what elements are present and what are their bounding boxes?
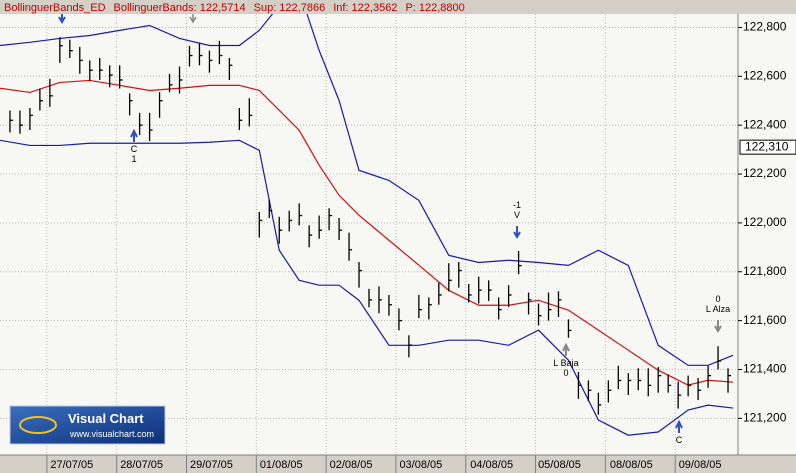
- annotation-text: 1: [131, 154, 136, 164]
- x-tick-label: 05/08/05: [538, 459, 581, 471]
- logo-title: Visual Chart: [68, 411, 144, 426]
- x-tick-label: 27/07/05: [50, 459, 93, 471]
- header-bar: [0, 0, 796, 14]
- last-price-box: [739, 139, 796, 155]
- x-tick-label: 29/07/05: [190, 459, 233, 471]
- x-tick-label: 04/08/05: [470, 459, 513, 471]
- annotation-arrow: [675, 419, 683, 433]
- plot-area: [0, 14, 738, 455]
- arrow: [189, 14, 197, 24]
- x-tick-label: 03/08/05: [399, 459, 442, 471]
- header-text: Sup: 122,7866: [254, 2, 326, 14]
- x-tick-label: 09/08/05: [679, 459, 722, 471]
- logo: Visual Chart www.visualchart.com: [9, 405, 166, 445]
- y-tick-label: 121,400: [743, 362, 787, 376]
- y-tick-label: 122,200: [743, 166, 787, 180]
- bollinger-band: [0, 14, 734, 366]
- logo-mark: [19, 416, 57, 434]
- y-tick-label: 122,000: [743, 215, 787, 229]
- annotation-arrow: [714, 320, 722, 333]
- header-text: BollinguerBands_ED: [4, 2, 106, 14]
- x-tick-label: 08/08/05: [610, 459, 653, 471]
- annotation-arrow: [130, 128, 138, 142]
- header-text: P: 122,8800: [405, 2, 464, 14]
- x-tick-label: 28/07/05: [120, 459, 163, 471]
- y-tick-label: 121,200: [743, 411, 787, 425]
- arrow: [58, 14, 66, 24]
- bollinger-band: [0, 139, 734, 436]
- bands: [0, 14, 734, 436]
- logo-url: www.visualchart.com: [69, 429, 154, 439]
- annotation-text: L Baja: [553, 358, 578, 368]
- y-tick-label: 122,600: [743, 68, 787, 82]
- header: BollinguerBands_ED BollinguerBands: 122,5…: [4, 2, 465, 14]
- x-axis-area: [0, 455, 796, 473]
- y-tick-label: 122,800: [743, 20, 787, 34]
- annotation-text: C: [676, 435, 683, 445]
- annotation-text: -1: [513, 200, 521, 210]
- annotation-text: C: [131, 144, 138, 154]
- annotation-text: L Alza: [706, 304, 730, 314]
- annotation-text: 0: [715, 294, 720, 304]
- annotation-arrow: [513, 226, 521, 239]
- annotation-arrow: [562, 342, 570, 356]
- header-text: Inf: 122,3562: [333, 2, 397, 14]
- x-tick-label: 01/08/05: [260, 459, 303, 471]
- y-tick-label: 121,600: [743, 313, 787, 327]
- y-tick-label: 122,400: [743, 117, 787, 131]
- x-tick-label: 02/08/05: [330, 459, 373, 471]
- axes: 121,200 121,400 121,600 121,800 122,000 122,2…: [46, 20, 796, 473]
- bollinger-band: [0, 79, 734, 386]
- y-tick-label: 121,800: [743, 264, 787, 278]
- bars: [9, 37, 732, 415]
- annotation-text: 0: [563, 368, 568, 378]
- y-axis-area: [738, 14, 796, 455]
- annotation-text: V: [514, 210, 520, 220]
- header-text: BollinguerBands: 122,5714: [114, 2, 246, 14]
- last-price-label: 122,310: [745, 139, 789, 153]
- logo-box: [9, 405, 166, 445]
